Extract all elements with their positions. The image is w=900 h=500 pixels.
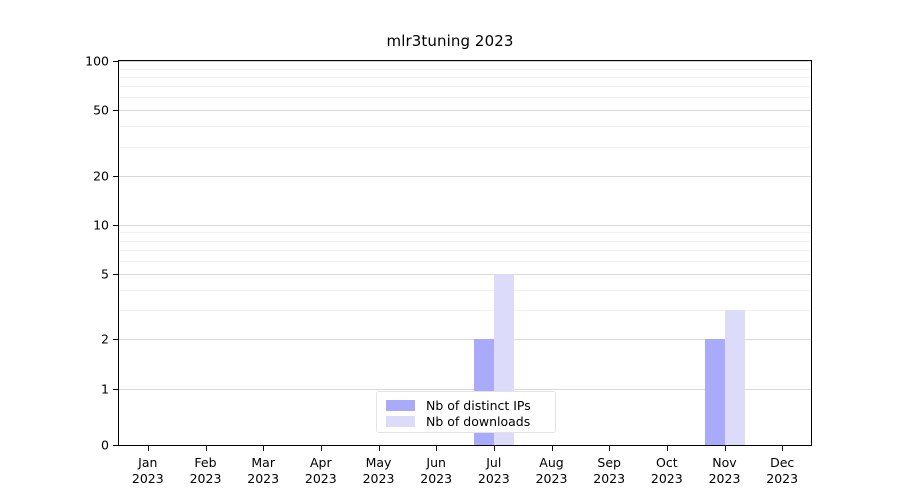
legend-swatch-icon-ips [386,400,415,411]
x-axis-tick-label: Mar 2023 [247,455,280,486]
y-axis-tick-label: 50 [93,102,109,118]
x-axis-tick-label: Jul 2023 [477,455,510,486]
x-axis-tick-label: Apr 2023 [304,455,337,486]
y-axis-tick [113,175,119,177]
gridline-minor [119,250,811,252]
y-axis-tick [113,388,119,390]
gridline-minor [119,232,811,234]
y-axis-tick-label: 0 [101,437,109,453]
x-axis-tick [263,445,265,451]
x-axis-tick [205,445,207,451]
x-axis-tick-label: Jan 2023 [131,455,164,486]
x-axis-tick [782,445,784,451]
gridline-minor [119,68,811,70]
x-axis-tick-label: Nov 2023 [708,455,741,486]
plot-area: 0 1 2 5 10 20 50 100 Jan 2023 Feb 2023 Mar 2023 Apr 202… [85,54,812,486]
x-axis-tick-label: Oct 2023 [650,455,683,486]
gridline-major [119,274,811,276]
x-axis-tick [551,445,553,451]
gridline-major [119,175,811,177]
bar-dls-nov [724,310,745,445]
y-axis-tick [113,110,119,112]
x-axis-tick-label: Jun 2023 [420,455,453,486]
legend-label-downloads: Nb of downloads [426,414,531,429]
x-axis-tick-label: Sep 2023 [593,455,626,486]
y-axis-tick-label: 1 [101,381,109,397]
y-axis-tick [113,274,119,276]
x-axis-tick [320,445,322,451]
x-axis-tick-label: Feb 2023 [189,455,222,486]
y-axis-tick-label: 20 [93,168,109,183]
gridline-minor [119,240,811,242]
bar-ips-nov [704,339,725,445]
gridline-minor [119,76,811,78]
x-axis-tick [724,445,726,451]
gridline-minor [119,310,811,312]
gridline-minor [119,289,811,291]
y-axis-tick-label: 10 [93,217,109,233]
y-axis-tick-label: 5 [101,266,109,282]
gridline-minor [119,97,811,99]
y-axis-tick [113,445,119,447]
y-axis-tick [113,224,119,226]
legend-swatch-icon-downloads [386,416,415,427]
x-axis-tick-label: Dec 2023 [766,455,799,486]
x-axis-tick [378,445,380,451]
x-axis-tick [493,445,495,451]
gridline-major [119,388,811,390]
bars-layer [119,61,811,445]
gridline-major [119,224,811,226]
y-axis-tick [113,61,119,63]
gridline-major [119,61,811,62]
x-axis-tick-label: May 2023 [362,455,395,486]
gridline-major [119,339,811,341]
legend-item-ips: Nb of distinct IPs [386,398,547,413]
legend-label-ips: Nb of distinct IPs [426,398,531,413]
y-axis-tick-label: 100 [85,53,109,69]
gridline-minor [119,86,811,88]
gridline-minor [119,146,811,148]
chart-title: mlr3tuning 2023 [386,32,514,50]
gridline-major [119,110,811,112]
x-axis-tick [666,445,668,451]
y-axis-tick-label: 2 [101,331,109,347]
y-axis-tick [113,339,119,341]
x-axis-tick-label: Aug 2023 [535,455,568,486]
chart-legend: Nb of distinct IPs Nb of downloads [376,391,556,433]
gridlines [119,61,811,445]
x-axis-tick [609,445,611,451]
gridline-minor [119,261,811,263]
x-axis-tick [436,445,438,451]
gridline-minor [119,126,811,128]
x-axis-tick [147,445,149,451]
legend-item-downloads: Nb of downloads [386,414,547,429]
